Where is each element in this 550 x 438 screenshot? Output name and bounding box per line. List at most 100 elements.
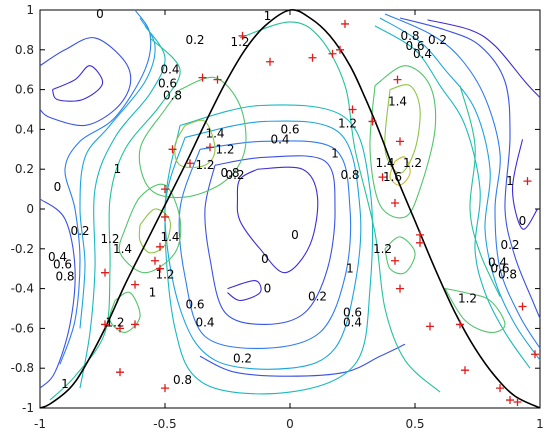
contour-line — [384, 84, 421, 174]
marker-plus — [531, 350, 539, 359]
y-tick-label: -0.2 — [11, 242, 34, 256]
contour-label: 0.8 — [163, 89, 182, 103]
marker-plus — [368, 117, 377, 126]
contour-label: 1.6 — [383, 170, 402, 184]
contour-labels: 00.20.40.60.811.21.41.21.21 0.80.60.40.20… — [48, 7, 526, 391]
contour-label: 0.4 — [343, 315, 362, 329]
contour-label: 1.2 — [338, 116, 357, 130]
marker-plus — [198, 73, 207, 82]
marker-plus — [266, 57, 274, 66]
marker-plus — [391, 256, 399, 265]
contour-lines — [39, 9, 541, 401]
contour-label: 1.2 — [403, 156, 422, 170]
contour-label: 0.8 — [400, 29, 419, 43]
contour-line — [427, 19, 541, 98]
contour-label: 0.4 — [488, 256, 507, 270]
contour-line — [384, 236, 416, 275]
contour-label: 1.4 — [375, 156, 394, 170]
marker-plus — [396, 284, 404, 293]
plot-area: 00.20.40.60.811.21.41.21.21 0.80.60.40.20… — [39, 7, 541, 409]
contour-line — [164, 120, 362, 370]
contour-line — [389, 156, 411, 186]
contour-label: 1 — [331, 146, 339, 160]
contour-label: 1.2 — [373, 242, 392, 256]
y-tick-label: 0.2 — [15, 162, 34, 176]
contour-line — [239, 21, 441, 393]
marker-plus — [186, 159, 194, 168]
contour-line — [374, 25, 531, 369]
marker-plus — [161, 212, 169, 221]
marker-plus — [393, 75, 402, 84]
contour-line — [204, 155, 336, 325]
contour-line — [384, 13, 541, 349]
contour-label: 0.4 — [48, 250, 67, 264]
y-tick-label: 0 — [26, 202, 34, 216]
contour-label: 1.4 — [205, 126, 224, 140]
contour-label: 1.2 — [215, 142, 234, 156]
contour-label: 0 — [264, 282, 272, 296]
contour-line — [236, 166, 319, 274]
y-tick-label: -0.4 — [11, 282, 34, 296]
contour-label: 0.8 — [340, 168, 359, 182]
contour-line — [459, 85, 501, 297]
marker-plus — [156, 242, 164, 251]
contour-line — [399, 17, 541, 319]
contour-label: 0.4 — [160, 63, 179, 77]
marker-plus — [336, 45, 344, 54]
contour-label: 0.2 — [500, 238, 519, 252]
contour-label: 1.2 — [105, 315, 124, 329]
contour-line — [227, 280, 262, 302]
contour-label: 0 — [261, 252, 269, 266]
marker-plus — [496, 384, 504, 393]
marker-plus — [156, 264, 164, 273]
contour-label: 0.2 — [70, 224, 89, 238]
marker-plus — [396, 137, 404, 146]
marker-plus — [238, 31, 247, 40]
x-tick-label: 0 — [286, 417, 294, 431]
contour-line — [39, 37, 132, 127]
marker-plus — [131, 320, 139, 329]
plot-frame — [39, 9, 541, 409]
contour-line — [164, 104, 374, 395]
contour-line — [79, 17, 156, 329]
contour-label: 1.2 — [195, 158, 214, 172]
contour-label: 1.4 — [388, 95, 407, 109]
marker-plus — [116, 324, 124, 333]
contour-line — [199, 343, 406, 377]
contour-label: 0.6 — [53, 258, 72, 272]
marker-plus — [131, 280, 139, 289]
x-tick-label: -0.5 — [153, 417, 176, 431]
marker-plus — [523, 177, 532, 186]
marker-plus — [168, 145, 177, 154]
marker-plus — [506, 396, 514, 405]
contour-label: 0.4 — [270, 132, 289, 146]
contour-label: 0.8 — [220, 166, 239, 180]
marker-plus — [116, 368, 124, 377]
contour-label: 0.8 — [498, 268, 517, 282]
marker-plus — [161, 185, 169, 194]
contour-line — [138, 208, 171, 254]
contour-label: 0.2 — [233, 351, 252, 365]
contour-label: 1 — [264, 9, 272, 23]
contour-line — [39, 198, 76, 389]
contour-line — [59, 9, 152, 365]
contour-label: 1.4 — [113, 242, 132, 256]
contour-label: 0.2 — [308, 290, 327, 304]
x-axis: -1 -0.5 0 0.5 1 — [34, 10, 544, 431]
contour-label: 0.4 — [195, 315, 214, 329]
marker-plus — [341, 19, 349, 28]
contour-label: 0.2 — [185, 33, 204, 47]
contour-label: 0.6 — [490, 262, 509, 276]
x-tick-label: -1 — [34, 417, 46, 431]
contour-label: 0.6 — [185, 298, 204, 312]
contour-label: 0.6 — [405, 39, 424, 53]
contour-label: 0.8 — [173, 373, 192, 387]
contour-line — [79, 25, 166, 389]
marker-plus — [161, 384, 169, 393]
contour-line — [174, 119, 216, 168]
marker-plus — [101, 268, 109, 277]
y-tick-label: 0.6 — [15, 83, 34, 97]
contour-label: 1.2 — [458, 292, 477, 306]
marker-plus — [101, 320, 109, 329]
